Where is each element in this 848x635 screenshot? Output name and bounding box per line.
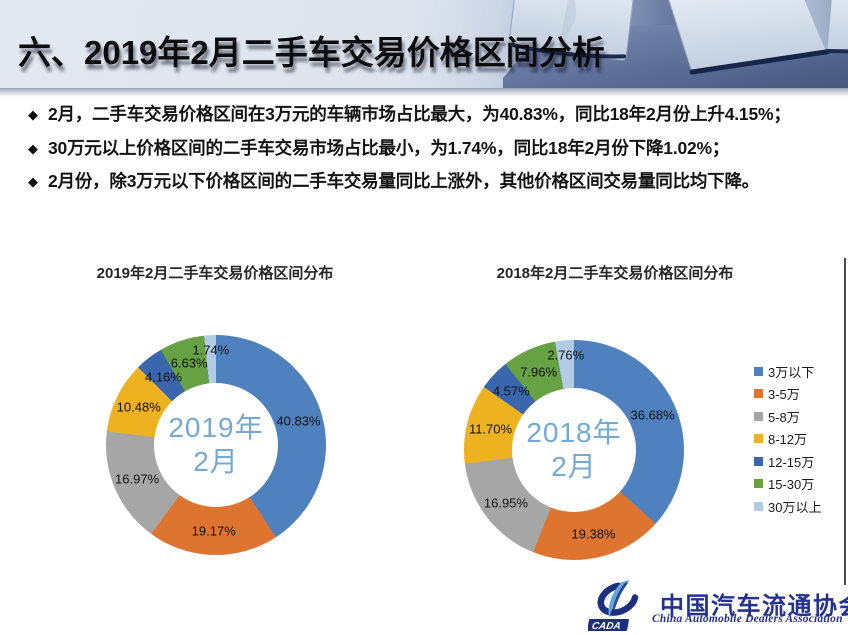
slice-label: 4.16% bbox=[145, 369, 182, 385]
diamond-bullet-icon: ◆ bbox=[28, 107, 38, 122]
bullet-text: 2月份，除3万元以下价格区间的二手车交易量同比上涨外，其他价格区间交易量同比均下… bbox=[48, 171, 760, 191]
legend-item: 3-5万 bbox=[754, 383, 821, 406]
cada-logo: CADA 中国汽车流通协会 China Automobile Dealers A… bbox=[588, 580, 848, 635]
donut-chart-2019: 2019年 2月 40.83% 19.17% 16.97% 10.48% 4.16% 6.… bbox=[106, 335, 326, 555]
cubes-graphic bbox=[503, 0, 848, 88]
slice-label: 19.17% bbox=[191, 523, 236, 539]
legend-label: 3-5万 bbox=[768, 387, 800, 403]
legend-item: 3万以下 bbox=[754, 360, 821, 383]
legend-item: 30万以上 bbox=[754, 495, 821, 518]
chart-legend: 3万以下 3-5万 5-8万 8-12万 12-15万 15-30万 30万以上 bbox=[754, 360, 821, 518]
legend-swatch bbox=[754, 411, 763, 421]
slice-label: 7.96% bbox=[520, 364, 558, 380]
legend-item: 15-30万 bbox=[754, 473, 821, 496]
legend-swatch bbox=[754, 389, 763, 399]
legend-swatch bbox=[754, 479, 763, 489]
page-title: 六、2019年2月二手车交易价格区间分析 bbox=[18, 34, 605, 71]
donut-center-year: 2019年 bbox=[168, 412, 264, 443]
legend-swatch bbox=[754, 366, 763, 376]
legend-label: 15-30万 bbox=[768, 477, 815, 493]
legend-item: 12-15万 bbox=[754, 450, 821, 473]
legend-label: 3万以下 bbox=[768, 364, 815, 380]
donut-center: 2019年 2月 bbox=[154, 383, 278, 507]
slice-label: 2.76% bbox=[547, 347, 585, 363]
legend-item: 8-12万 bbox=[754, 428, 821, 451]
slice-label: 10.48% bbox=[116, 399, 161, 415]
bullet-item: ◆ 2月份，除3万元以下价格区间的二手车交易量同比上涨外，其他价格区间交易量同比… bbox=[28, 171, 828, 192]
cada-acronym-text: CADA bbox=[591, 621, 622, 632]
diamond-bullet-icon: ◆ bbox=[28, 174, 38, 189]
legend-swatch bbox=[754, 434, 763, 444]
chart-frame-border bbox=[844, 258, 846, 585]
legend-label: 8-12万 bbox=[768, 432, 808, 448]
donut-center-month: 2月 bbox=[551, 451, 597, 482]
bullet-text: 2月，二手车交易价格区间在3万元的车辆市场占比最大，为40.83%，同比18年2… bbox=[48, 104, 791, 124]
header-band: 六、2019年2月二手车交易价格区间分析 bbox=[0, 0, 848, 88]
legend-label: 30万以上 bbox=[768, 499, 822, 515]
legend-swatch bbox=[754, 501, 763, 511]
legend-item: 5-8万 bbox=[754, 405, 821, 428]
donut-center-month: 2月 bbox=[193, 446, 239, 477]
header-shadow-strip bbox=[0, 88, 848, 97]
bullet-item: ◆ 30万元以上价格区间的二手车交易市场占比最小，为1.74%，同比18年2月份… bbox=[28, 138, 828, 159]
legend-swatch bbox=[754, 456, 763, 466]
org-name-cn: 中国汽车流通协会 bbox=[660, 594, 848, 620]
diamond-bullet-icon: ◆ bbox=[28, 140, 38, 156]
slice-label: 4.57% bbox=[492, 383, 530, 399]
donut-chart-2018: 2018年 2月 36.68% 19.38% 16.95% 11.70% 4.57% 7.… bbox=[464, 340, 684, 560]
slice-label: 40.83% bbox=[276, 413, 321, 429]
slice-label: 1.74% bbox=[192, 342, 230, 358]
cada-emblem-icon: CADA bbox=[588, 580, 639, 632]
bullet-item: ◆ 2月，二手车交易价格区间在3万元的车辆市场占比最大，为40.83%，同比18… bbox=[28, 104, 828, 125]
legend-label: 5-8万 bbox=[768, 409, 800, 425]
slice-label: 11.70% bbox=[468, 421, 513, 437]
donut-center: 2018年 2月 bbox=[512, 388, 636, 512]
slice-label: 36.68% bbox=[630, 407, 675, 423]
chart-title-2019: 2019年2月二手车交易价格区间分布 bbox=[96, 265, 334, 282]
bullet-text: 30万元以上价格区间的二手车交易市场占比最小，为1.74%，同比18年2月份下降… bbox=[48, 137, 730, 158]
legend-label: 12-15万 bbox=[768, 454, 815, 470]
slice-label: 16.97% bbox=[115, 471, 160, 487]
slice-label: 16.95% bbox=[483, 495, 528, 511]
slice-label: 6.63% bbox=[170, 355, 208, 371]
donut-center-year: 2018年 bbox=[526, 417, 622, 448]
org-name-en: China Automobile Dealers Association bbox=[652, 613, 843, 625]
summary-bullets: ◆ 2月，二手车交易价格区间在3万元的车辆市场占比最大，为40.83%，同比18… bbox=[28, 104, 828, 205]
slice-label: 19.38% bbox=[571, 526, 616, 542]
chart-title-2018: 2018年2月二手车交易价格区间分布 bbox=[496, 265, 734, 282]
